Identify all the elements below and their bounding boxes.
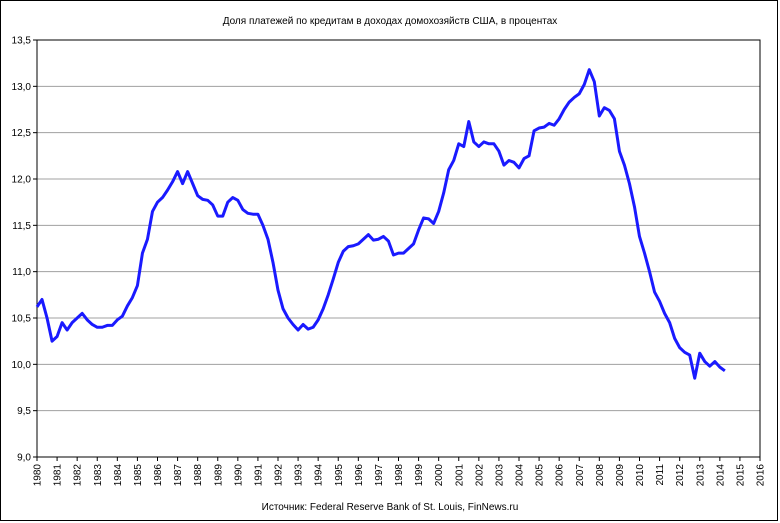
x-tick-label: 1980 [33,464,44,487]
chart-title: Доля платежей по кредитам в доходах домо… [223,16,558,27]
y-tick-label: 11,5 [12,221,31,232]
x-tick-label: 2004 [515,464,526,487]
y-tick-label: 13,0 [12,82,32,93]
x-tick-label: 2001 [454,464,465,487]
x-tick-label: 1992 [274,464,285,487]
x-tick-label: 2012 [675,464,686,487]
x-tick-label: 2008 [595,464,606,487]
y-tick-label: 10,5 [12,314,32,325]
x-tick-label: 2000 [434,464,445,487]
x-tick-label: 1999 [414,464,425,487]
y-tick-label: 12,5 [12,128,32,139]
y-tick-label: 9,0 [17,453,31,464]
x-tick-label: 1985 [133,464,144,487]
x-tick-label: 1989 [213,464,224,487]
x-tick-label: 1987 [173,464,184,487]
x-tick-label: 1993 [294,464,305,487]
x-tick-label: 1988 [193,464,204,487]
x-tick-label: 2013 [695,464,706,487]
data-line [35,68,726,380]
plot-border [36,39,761,458]
x-tick-label: 2014 [715,464,726,487]
x-tick-label: 1981 [53,464,64,487]
x-tick-label: 1990 [233,464,244,487]
x-tick-label: 2009 [615,464,626,487]
x-tick-label: 2003 [494,464,505,487]
x-tick-label: 1983 [93,464,104,487]
x-tick-label: 2011 [655,464,666,486]
y-tick-label: 9,5 [17,406,31,417]
x-tick-label: 1996 [354,464,365,487]
x-tick-label: 1998 [394,464,405,487]
x-tick-label: 2002 [474,464,485,487]
y-tick-label: 13,5 [12,36,32,47]
x-tick-label: 2015 [735,464,746,487]
y-tick-label: 12,0 [12,175,32,186]
x-tick-label: 1994 [314,464,325,487]
x-tick-label: 1986 [153,464,164,487]
x-tick-label: 1995 [334,464,345,487]
x-tick-label: 2007 [575,464,586,487]
x-tick-label: 1982 [73,464,84,487]
x-tick-label: 1991 [253,464,264,487]
x-tick-label: 2005 [535,464,546,487]
source: Источник: Federal Reserve Bank of St. Lo… [262,502,519,513]
y-tick-label: 10,0 [12,360,32,371]
x-tick-label: 1984 [113,464,124,487]
x-tick-label: 2006 [555,464,566,487]
x-tick-label: 2016 [756,464,767,487]
x-tick-label: 1997 [374,464,385,487]
y-tick-label: 11,0 [12,267,31,278]
x-tick-label: 2010 [635,464,646,487]
